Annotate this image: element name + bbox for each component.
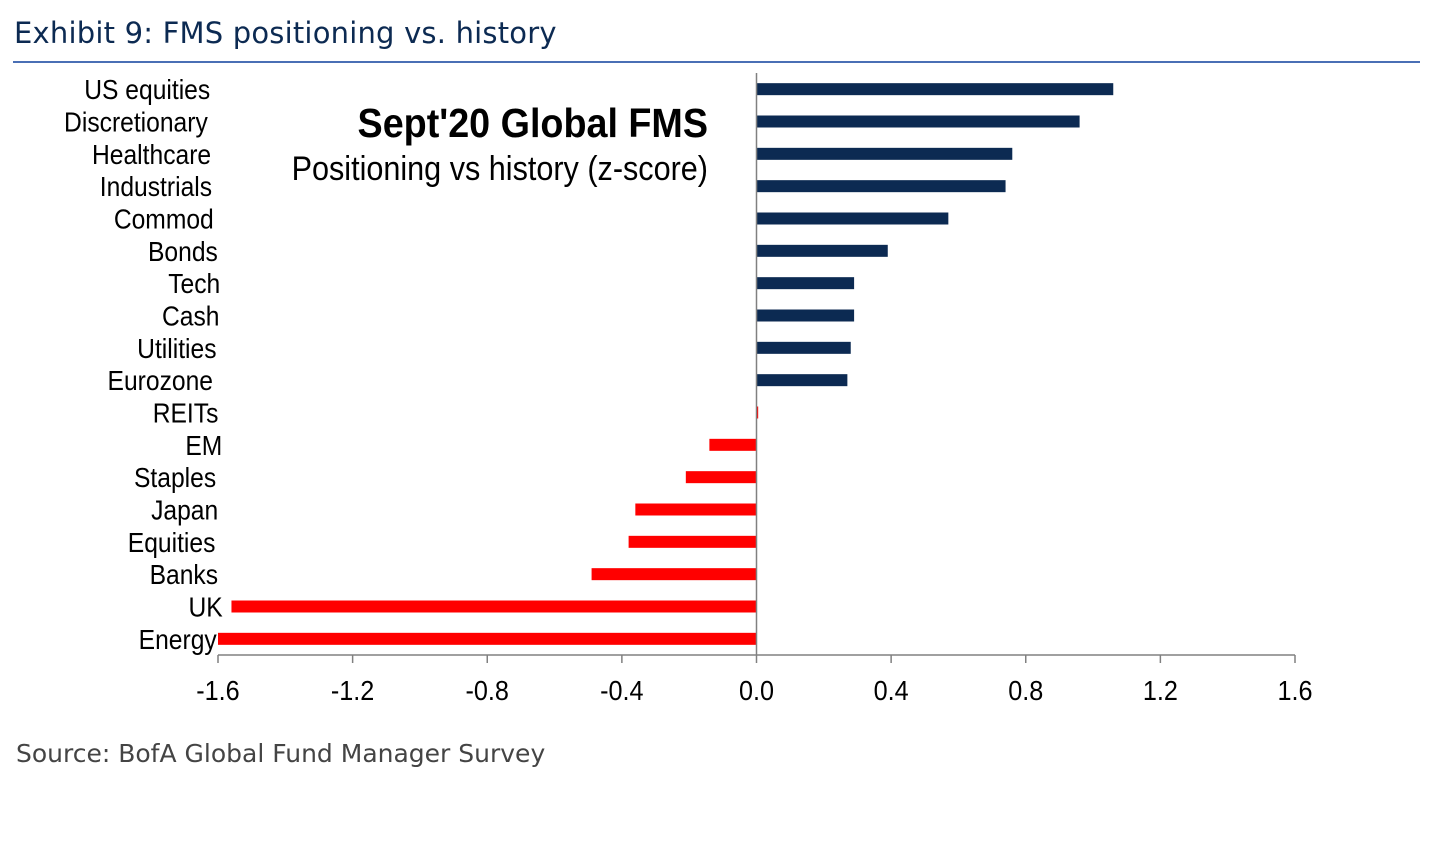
category-label: UK <box>188 591 223 623</box>
x-tick-label: -1.2 <box>331 675 374 707</box>
category-label: Industrials <box>100 171 212 203</box>
x-tick-label: 1.6 <box>1277 675 1312 707</box>
bar-bonds <box>756 244 888 257</box>
x-tick-label: 0.8 <box>1008 675 1043 707</box>
bar-staples <box>685 471 757 484</box>
bar-eurozone <box>756 374 848 387</box>
category-label: Utilities <box>137 332 216 364</box>
category-label: Bonds <box>148 235 218 267</box>
bar-japan <box>635 503 757 516</box>
bar-banks <box>591 568 757 581</box>
category-label: Discretionary <box>64 106 208 138</box>
exhibit-title: Exhibit 9: FMS positioning vs. history <box>14 16 557 50</box>
bar-industrials <box>756 180 1006 193</box>
bar-uk <box>231 600 757 613</box>
bar-commod <box>756 212 949 225</box>
category-label: US equities <box>84 74 210 106</box>
x-tick-label: -0.4 <box>600 675 644 707</box>
category-label: EM <box>185 429 222 461</box>
bar-cash <box>756 309 855 322</box>
x-tick-label: 0.0 <box>739 675 774 707</box>
category-label: Tech <box>168 268 220 300</box>
category-label: REITs <box>153 397 219 429</box>
bar-us-equities <box>756 83 1114 96</box>
x-tick-label: -1.6 <box>196 675 239 707</box>
bar-utilities <box>756 341 851 354</box>
bars-group <box>218 83 1114 645</box>
x-tick-label: 1.2 <box>1143 675 1178 707</box>
source-note: Source: BofA Global Fund Manager Survey <box>16 739 546 768</box>
bar-em <box>709 438 757 451</box>
category-label: Eurozone <box>108 365 213 397</box>
bar-equities <box>628 535 757 548</box>
category-label: Cash <box>162 300 220 332</box>
category-label: Commod <box>114 203 214 235</box>
bar-tech <box>756 277 855 290</box>
chart-subtitle: Positioning vs history (z-score) <box>292 150 708 188</box>
title-divider <box>13 61 1420 63</box>
category-label: Staples <box>134 462 216 494</box>
category-label: Banks <box>150 559 218 591</box>
x-tick-label: -0.8 <box>466 675 509 707</box>
category-labels: US equitiesDiscretionaryHealthcareIndust… <box>64 74 223 656</box>
category-label: Energy <box>139 623 218 655</box>
x-axis: -1.6 -1.2 -0.8 -0.4 0.0 0.4 0.8 1.2 1.6 <box>196 73 1313 707</box>
category-label: Healthcare <box>92 138 211 170</box>
bar-discretionary <box>756 115 1080 128</box>
x-tick-label: 0.4 <box>874 675 909 707</box>
chart-title: Sept'20 Global FMS <box>358 101 708 147</box>
bar-energy <box>218 632 757 645</box>
category-label: Japan <box>151 494 218 526</box>
category-label: Equities <box>128 526 216 558</box>
bar-healthcare <box>756 147 1013 160</box>
bar-reits <box>756 406 759 419</box>
